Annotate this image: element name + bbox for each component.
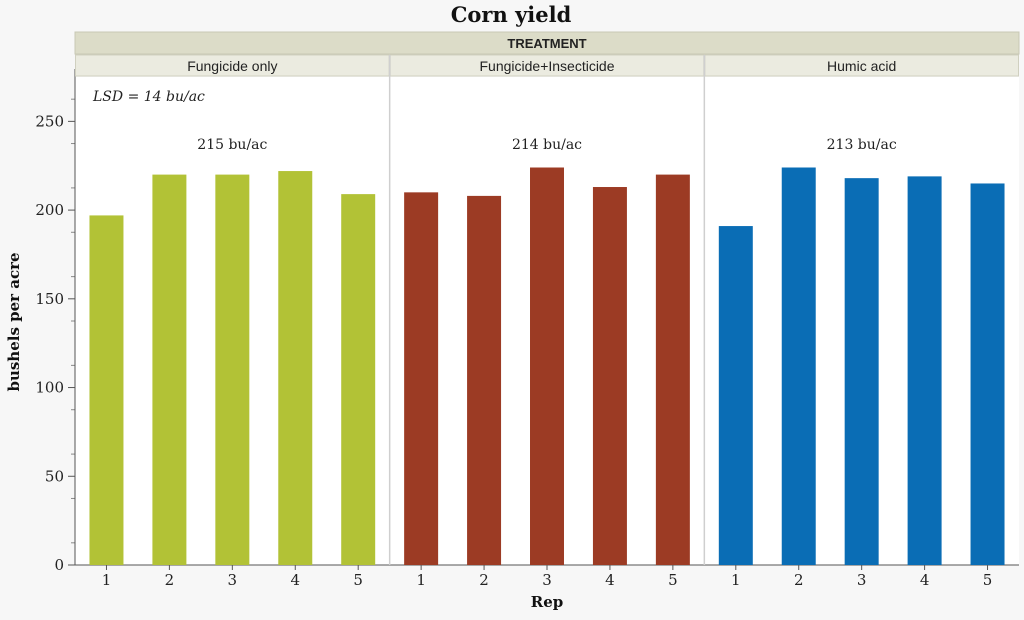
panel-header-label: Humic acid: [827, 58, 896, 74]
y-tick-label: 250: [35, 112, 64, 130]
x-tick-label: 2: [794, 571, 804, 589]
panel-mean-label: 215 bu/ac: [197, 137, 267, 153]
bar: [215, 174, 250, 565]
x-tick-label: 5: [983, 571, 993, 589]
bar: [404, 192, 439, 565]
x-tick-label: 1: [731, 571, 741, 589]
y-tick-label: 50: [45, 467, 64, 485]
x-tick-label: 4: [605, 571, 615, 589]
x-tick-label: 4: [290, 571, 300, 589]
bar: [341, 194, 376, 565]
x-tick-label: 5: [668, 571, 678, 589]
y-tick-label: 0: [54, 556, 64, 574]
bar: [718, 226, 753, 565]
y-tick-label: 200: [35, 201, 64, 219]
bar: [907, 176, 942, 565]
y-axis-label: bushels per acre: [5, 252, 23, 391]
panel-mean-label: 213 bu/ac: [827, 137, 897, 153]
panel-header-label: Fungicide+Insecticide: [479, 58, 614, 74]
x-tick-label: 1: [416, 571, 426, 589]
facet-title: TREATMENT: [507, 36, 586, 51]
panel-mean-label: 214 bu/ac: [512, 137, 582, 153]
facet-header-band: [74, 31, 1020, 55]
bar: [844, 178, 879, 565]
bar: [530, 167, 564, 565]
chart-title: Corn yield: [451, 2, 572, 27]
lsd-note: LSD = 14 bu/ac: [92, 89, 205, 105]
bar: [592, 187, 627, 565]
plot-area: 0 50 100 150 200 250 Fungicide only 215 bu/ac 1 2…: [35, 54, 1019, 589]
bar: [467, 195, 502, 566]
y-tick-label: 100: [35, 379, 64, 397]
x-axis-label: Rep: [531, 593, 564, 611]
x-tick-label: 2: [165, 571, 175, 589]
x-tick-label: 3: [857, 571, 867, 589]
panel-header-label: Fungicide only: [187, 58, 277, 74]
x-tick-label: 4: [920, 571, 930, 589]
bar: [152, 174, 187, 565]
bar: [655, 174, 690, 565]
bar: [89, 215, 124, 565]
x-tick-label: 3: [228, 571, 238, 589]
bar: [781, 167, 816, 565]
y-tick-label: 150: [35, 290, 64, 308]
x-tick-label: 1: [102, 571, 112, 589]
x-tick-label: 2: [479, 571, 489, 589]
bar: [278, 171, 313, 565]
bar: [970, 183, 1005, 566]
x-tick-label: 5: [353, 571, 363, 589]
x-tick-label: 3: [542, 571, 552, 589]
